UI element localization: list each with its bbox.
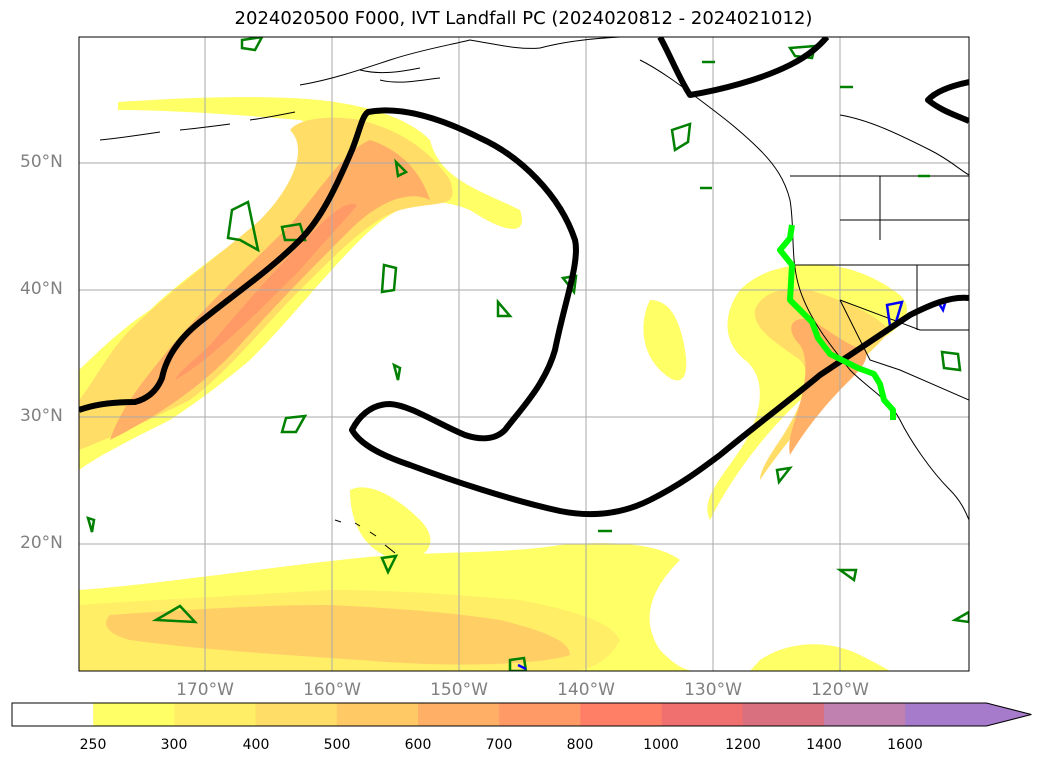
lon-label: 140°W [557, 680, 615, 700]
colorbar-segment [661, 703, 744, 726]
colorbar-label: 500 [323, 737, 351, 753]
colorbar-label: 400 [242, 737, 270, 753]
lat-label: 30°N [20, 406, 63, 426]
coastline [99, 37, 969, 554]
colorbar [11, 702, 1032, 727]
lon-label: 120°W [811, 680, 869, 700]
colorbar-segment [742, 703, 825, 726]
colorbar-label: 800 [566, 737, 594, 753]
colorbar-outline [11, 702, 1032, 727]
colorbar-label: 300 [160, 737, 188, 753]
landfall-line [777, 224, 896, 420]
colorbar-segment [580, 703, 663, 726]
colorbar-label: 1200 [725, 737, 761, 753]
colorbar-segment [255, 703, 338, 726]
lat-label: 50°N [20, 152, 63, 172]
colorbar-extend-arrow [986, 703, 1032, 726]
colorbar-segment [336, 703, 419, 726]
colorbar-label: 250 [79, 737, 107, 753]
colorbar-label: 600 [404, 737, 432, 753]
black-contour [79, 37, 969, 518]
colorbar-segment [93, 703, 175, 726]
colorbar-segment [824, 703, 906, 726]
colorbar-segment [418, 703, 500, 726]
map-frame [78, 36, 970, 672]
colorbar-label: 1400 [806, 737, 842, 753]
lon-label: 150°W [430, 680, 488, 700]
lat-label: 20°N [20, 533, 63, 553]
colorbar-label: 700 [485, 737, 513, 753]
ivt-plume-california [643, 264, 908, 520]
ivt-plume-south [79, 487, 890, 671]
lon-label: 160°W [303, 680, 361, 700]
lon-label: 130°W [684, 680, 742, 700]
colorbar-segment [174, 703, 257, 726]
lat-label: 40°N [20, 279, 63, 299]
colorbar-label: 1000 [643, 737, 679, 753]
colorbar-segment [905, 703, 987, 726]
colorbar-segment [12, 703, 94, 726]
colorbar-segment [499, 703, 581, 726]
gridlines [79, 37, 969, 671]
map-title: 2024020500 F000, IVT Landfall PC (202402… [234, 8, 813, 29]
colorbar-label: 1600 [887, 737, 923, 753]
lon-label: 170°W [176, 680, 234, 700]
map-area [79, 37, 969, 671]
